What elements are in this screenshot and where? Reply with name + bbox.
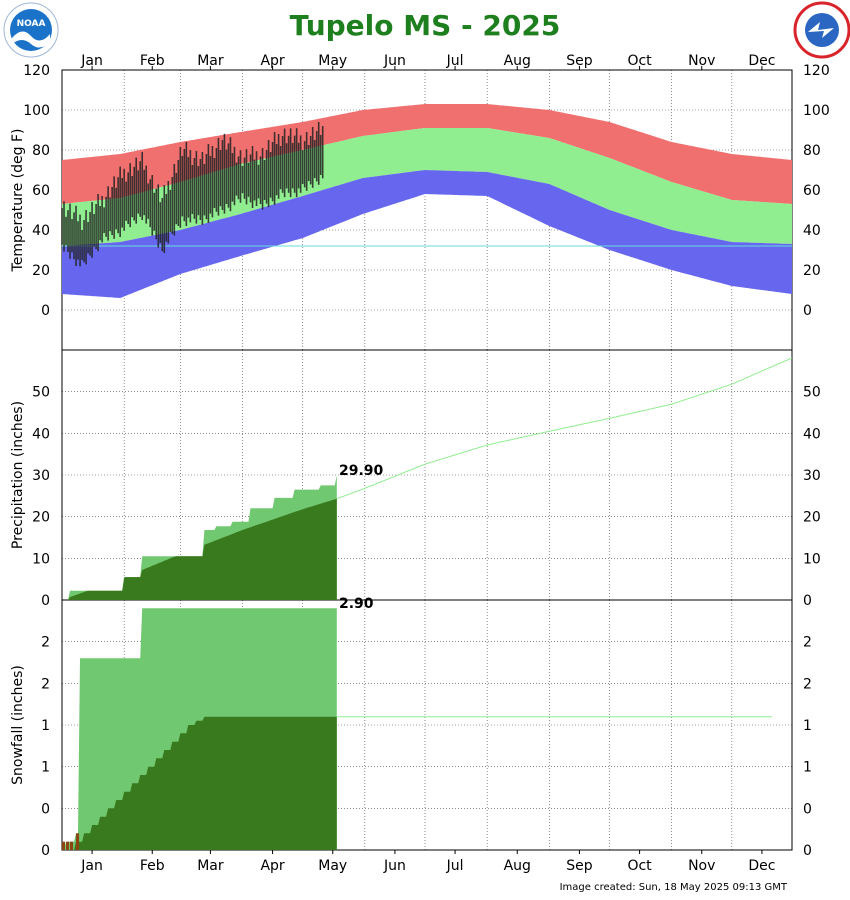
month-label-top: Jul [446, 53, 464, 69]
temp-y-tick-left: 120 [23, 63, 50, 79]
normal-precipitation-projection [336, 357, 793, 500]
month-label-bottom: May [318, 858, 347, 874]
month-label-top: Feb [140, 53, 165, 69]
snow-y-tick-right: 0 [803, 801, 812, 817]
month-label-top: Sep [566, 53, 593, 69]
temperature-panel [61, 104, 792, 298]
noaa-logo: NOAA [3, 2, 59, 58]
noaa-logo-text: NOAA [17, 19, 46, 29]
snow-y-tick-left: 1 [41, 760, 50, 776]
snow-y-tick-left: 0 [41, 843, 50, 859]
precip-y-tick-right: 50 [803, 385, 821, 401]
normal-snowfall-area [62, 716, 337, 850]
month-label-top: Jan [80, 53, 103, 69]
daily-snowfall-bar [70, 841, 74, 850]
month-label-top: Nov [688, 53, 715, 69]
precipitation-axis-label: Precipitation (inches) [10, 401, 26, 549]
month-label-bottom: Jul [446, 858, 464, 874]
precip-y-tick-left: 20 [32, 510, 50, 526]
temp-y-tick-left: 80 [32, 143, 50, 159]
temp-y-tick-right: 120 [803, 63, 830, 79]
record-low-band [62, 170, 792, 298]
temp-y-tick-left: 100 [23, 103, 50, 119]
chart-title: Tupelo MS - 2025 [290, 9, 561, 42]
temp-y-tick-left: 60 [32, 183, 50, 199]
precip-y-tick-left: 10 [32, 551, 50, 567]
month-label-top: Mar [197, 53, 224, 69]
month-label-bottom: Mar [197, 858, 224, 874]
month-label-bottom: Apr [260, 858, 284, 874]
snow-y-tick-right: 1 [803, 718, 812, 734]
snow-y-tick-right: 1 [803, 760, 812, 776]
nws-logo [793, 1, 850, 59]
month-label-bottom: Nov [688, 858, 715, 874]
normal-precipitation-area [62, 498, 337, 600]
month-label-top: Jun [383, 53, 406, 69]
temp-y-tick-right: 80 [803, 143, 821, 159]
temp-y-tick-right: 100 [803, 103, 830, 119]
month-label-top: May [318, 53, 347, 69]
month-label-bottom: Jan [80, 858, 103, 874]
daily-snowfall-bar [62, 841, 65, 850]
temp-y-tick-right: 60 [803, 183, 821, 199]
precipitation-panel [62, 357, 793, 600]
month-label-bottom: Aug [504, 858, 531, 874]
precip-y-tick-right: 20 [803, 510, 821, 526]
snow-y-tick-right: 0 [803, 843, 812, 859]
snow-y-tick-left: 2 [41, 676, 50, 692]
temp-y-tick-left: 20 [32, 263, 50, 279]
temp-y-tick-right: 20 [803, 263, 821, 279]
snow-y-tick-right: 2 [803, 635, 812, 651]
temp-y-tick-right: 0 [803, 303, 812, 319]
month-label-bottom: Oct [627, 858, 652, 874]
snowfall-total-label: 2.90 [339, 596, 374, 612]
precip-y-tick-left: 30 [32, 468, 50, 484]
daily-snowfall-bar [66, 841, 70, 850]
snow-plot-frame [61, 599, 793, 851]
snow-y-tick-right: 2 [803, 676, 812, 692]
precip-y-tick-right: 10 [803, 551, 821, 567]
precip-y-tick-left: 50 [32, 385, 50, 401]
snow-y-tick-left: 2 [41, 635, 50, 651]
month-label-top: Oct [627, 53, 652, 69]
month-label-top: Aug [504, 53, 531, 69]
temp-y-tick-left: 0 [41, 303, 50, 319]
precip-y-tick-right: 30 [803, 468, 821, 484]
image-created-footer: Image created: Sun, 18 May 2025 09:13 GM… [560, 882, 788, 893]
month-label-bottom: Jun [383, 858, 406, 874]
daily-snowfall-bar [76, 833, 80, 850]
month-label-bottom: Sep [566, 858, 593, 874]
precip-y-tick-right: 0 [803, 593, 812, 609]
month-label-bottom: Dec [748, 858, 775, 874]
month-label-top: Apr [260, 53, 284, 69]
month-label-bottom: Feb [140, 858, 165, 874]
precip-y-tick-left: 40 [32, 426, 50, 442]
temperature-axis-label: Temperature (deg F) [10, 129, 26, 273]
temp-y-tick-right: 40 [803, 223, 821, 239]
record-high-band [62, 104, 792, 204]
precipitation-total-label: 29.90 [339, 463, 384, 479]
snowfall-axis-label: Snowfall (inches) [10, 665, 26, 785]
temp-y-tick-left: 40 [32, 223, 50, 239]
month-label-top: Dec [748, 53, 775, 69]
precip-y-tick-right: 40 [803, 426, 821, 442]
snow-y-tick-left: 1 [41, 718, 50, 734]
month-labels: Jan Jan Feb Feb Mar Mar Apr Apr May May Jun Jun Jul J… [80, 53, 775, 874]
snow-y-tick-left: 0 [41, 801, 50, 817]
snowfall-panel [62, 608, 772, 850]
precip-y-tick-left: 0 [41, 593, 50, 609]
